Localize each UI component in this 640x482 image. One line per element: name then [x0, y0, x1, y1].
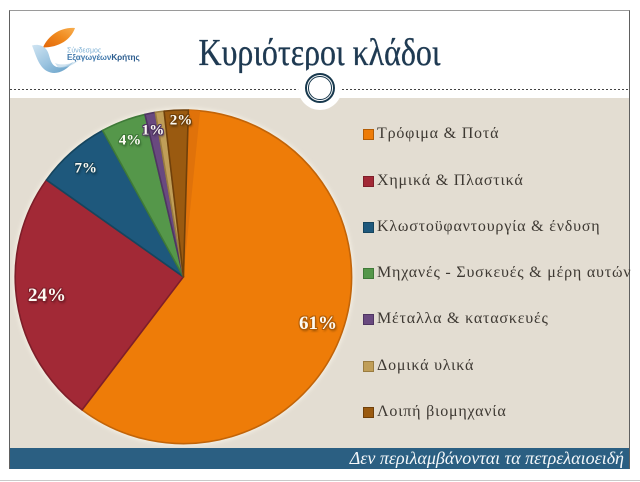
- svg-text:Σύνδεσμος: Σύνδεσμος: [67, 47, 102, 55]
- svg-text:ΕξαγωγέωνΚρήτης: ΕξαγωγέωνΚρήτης: [67, 53, 140, 62]
